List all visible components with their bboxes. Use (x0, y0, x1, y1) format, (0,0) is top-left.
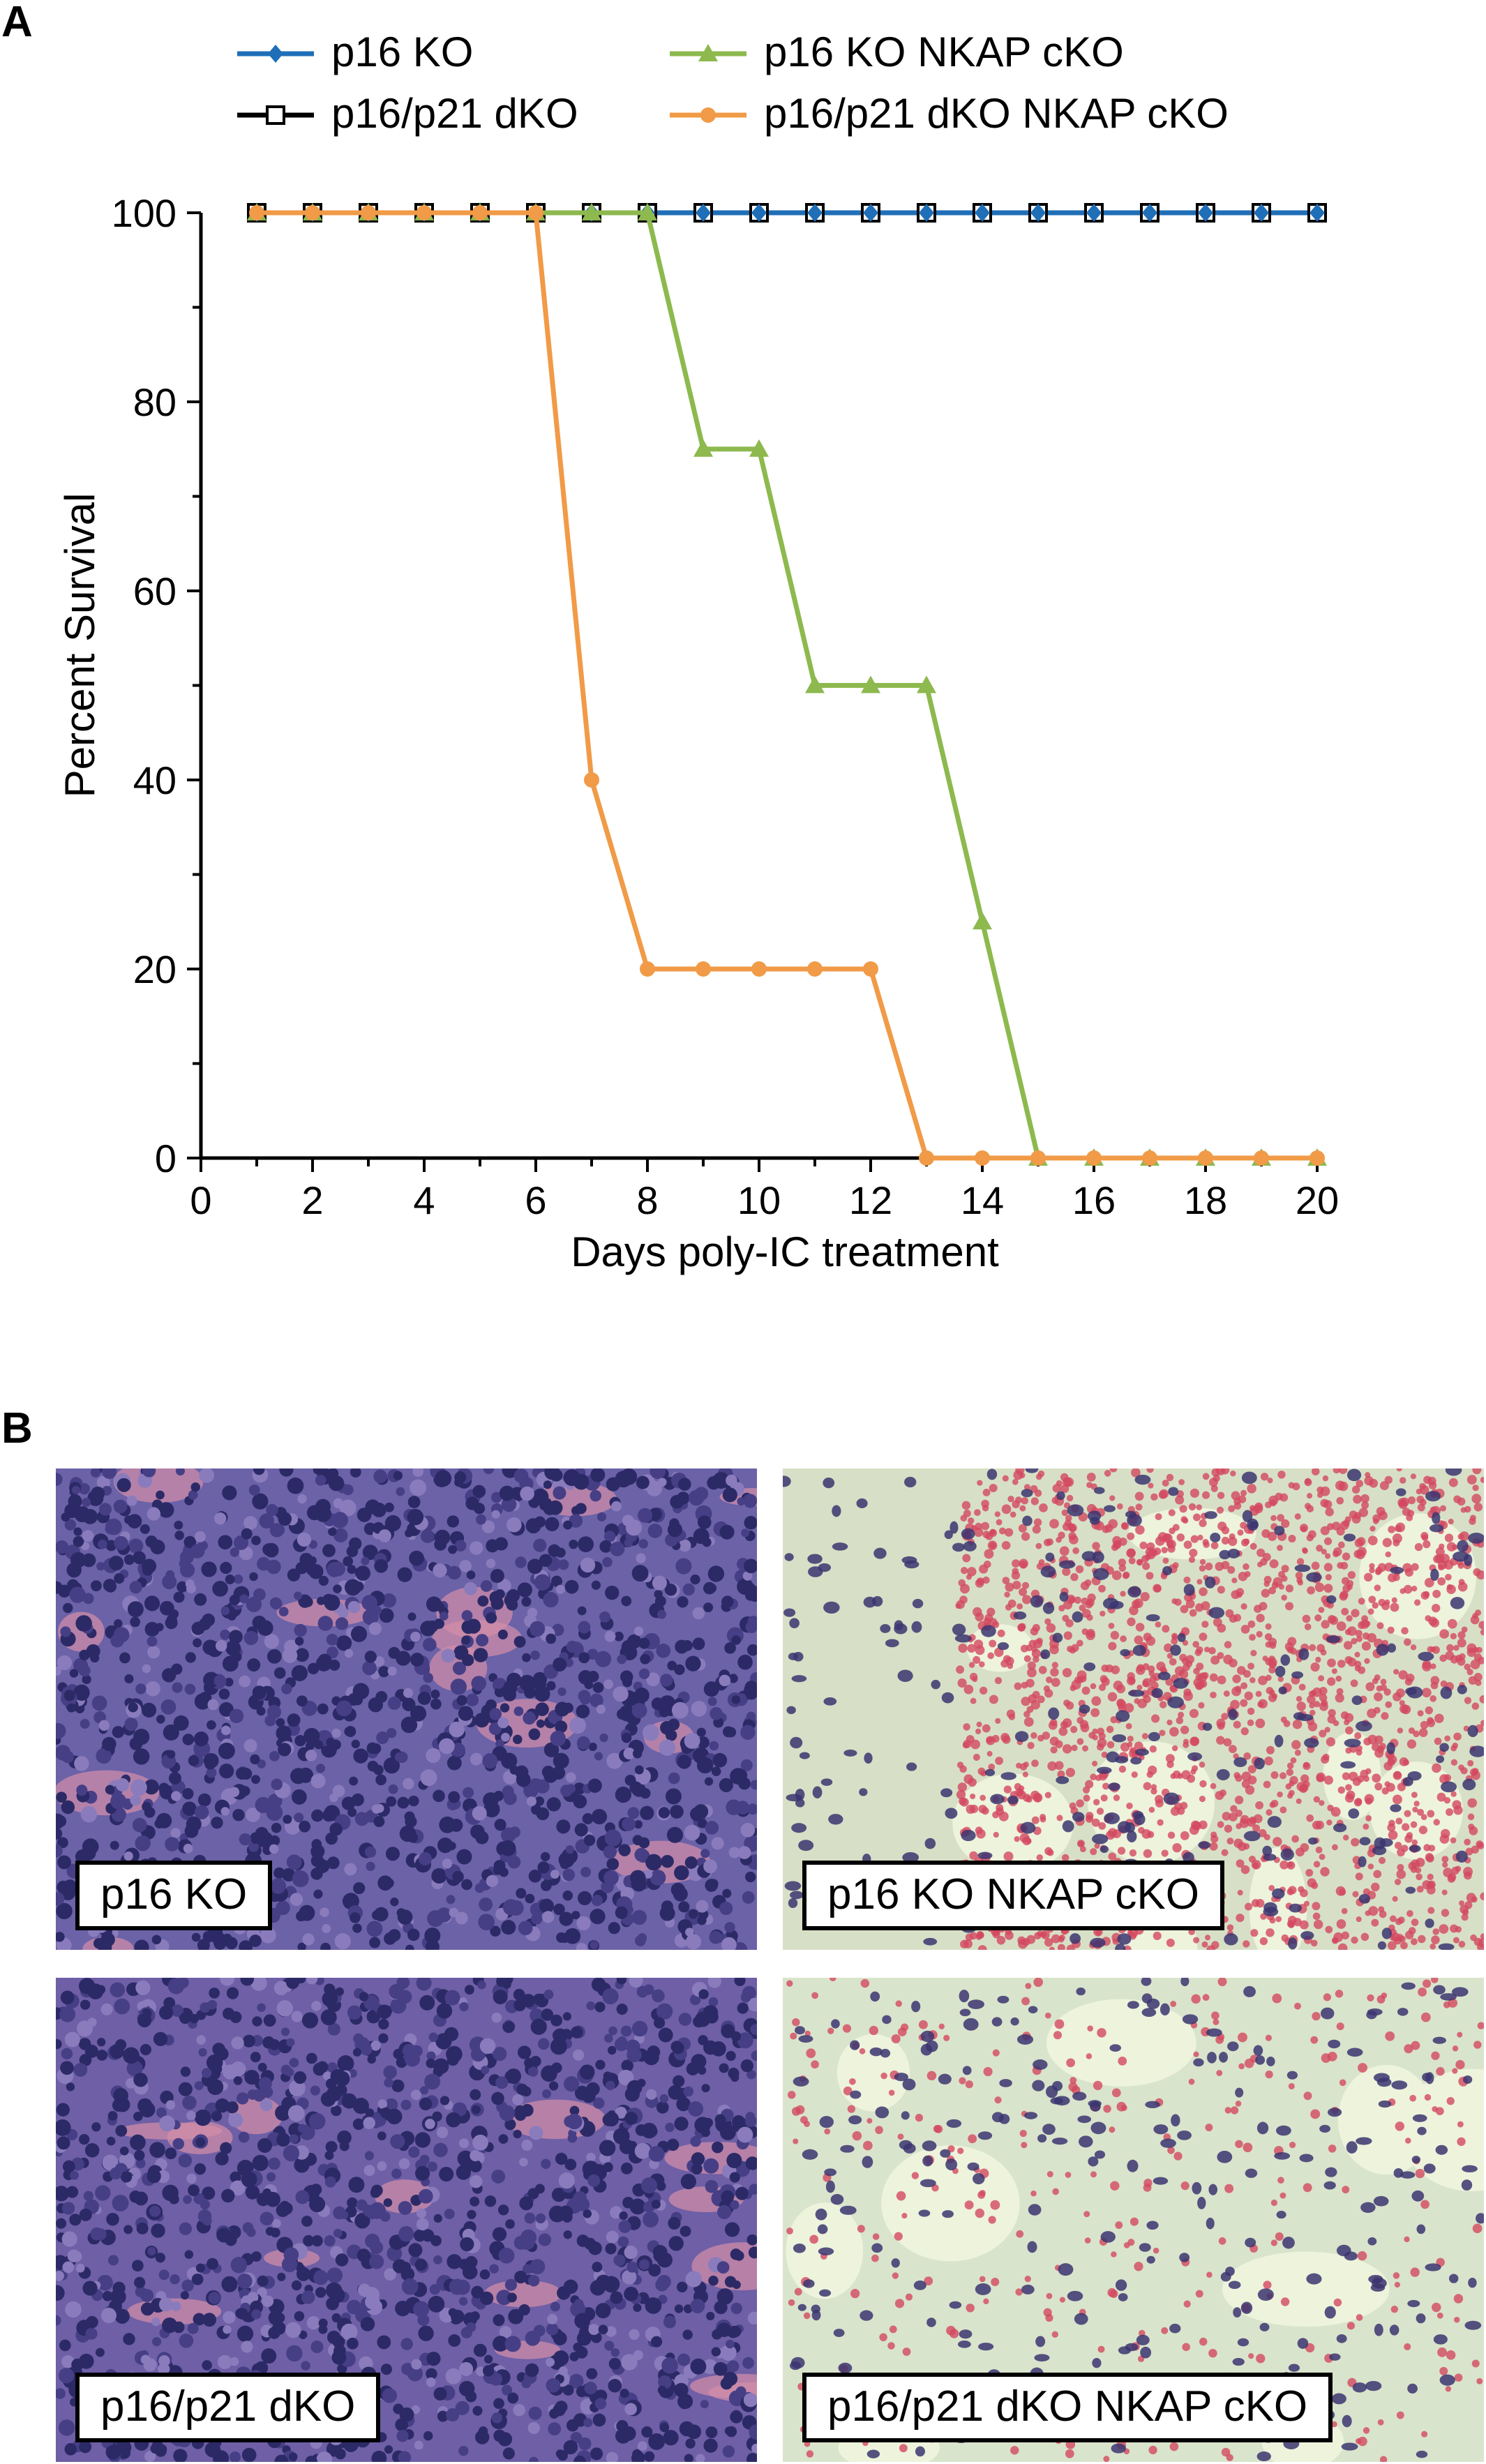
data-point (1309, 204, 1325, 222)
data-point (638, 203, 657, 220)
series-line (257, 210, 1317, 1161)
x-tick-label: 18 (1184, 1178, 1227, 1222)
x-tick-label: 14 (961, 1178, 1004, 1222)
legend-item: p16/p21 dKO (237, 90, 578, 137)
legend-label: p16/p21 dKO (331, 90, 578, 137)
x-tick-label: 0 (190, 1178, 211, 1222)
data-point (361, 205, 376, 220)
data-point (807, 204, 823, 222)
data-point (693, 439, 713, 457)
histology-label: p16/p21 dKO NKAP cKO (802, 2373, 1333, 2442)
y-tick-labels: 0 20 40 60 80 100 (112, 191, 177, 1180)
data-point (863, 961, 878, 977)
legend-label: p16 KO (331, 29, 473, 75)
legend-item: p16 KO NKAP cKO (670, 29, 1124, 75)
data-point (1086, 204, 1102, 222)
data-point (472, 205, 488, 220)
data-point (919, 1150, 934, 1166)
x-tick-label: 8 (636, 1178, 658, 1222)
x-tick-label: 16 (1072, 1178, 1116, 1222)
data-point (805, 675, 825, 693)
data-point (1198, 1150, 1213, 1166)
data-point (975, 1150, 990, 1166)
legend-item: p16/p21 dKO NKAP cKO (670, 90, 1229, 137)
y-tick-label: 20 (133, 947, 177, 991)
data-point (1142, 1150, 1157, 1166)
data-point (1086, 1150, 1102, 1166)
data-point (1254, 1150, 1269, 1166)
legend-item: p16 KO (237, 29, 473, 75)
histology-panel: p16/p21 dKO NKAP cKO (783, 1978, 1484, 2462)
x-axis-label: Days poly-IC treatment (571, 1229, 999, 1275)
histology-panel: p16 KO NKAP cKO (783, 1468, 1484, 1950)
data-point (1198, 204, 1213, 222)
panel-a-letter: A (1, 0, 33, 46)
x-tick-label: 6 (525, 1178, 546, 1222)
y-tick-label: 60 (133, 569, 177, 613)
panel-b-letter: B (1, 1404, 33, 1452)
data-point (749, 439, 769, 457)
data-point (1254, 204, 1269, 222)
data-point (751, 961, 767, 977)
data-point (416, 205, 432, 220)
histology-image (56, 1978, 757, 2462)
legend-marker (268, 45, 283, 63)
x-tick-label: 4 (413, 1178, 435, 1222)
series-line (257, 210, 1317, 1161)
data-point (640, 961, 655, 977)
histology-image (56, 1468, 757, 1950)
histology-label: p16 KO NKAP cKO (802, 1861, 1224, 1930)
x-tick-label: 10 (737, 1178, 781, 1222)
data-point (696, 204, 711, 222)
data-point (1142, 204, 1157, 222)
data-point (1030, 1150, 1046, 1166)
data-point (919, 204, 934, 222)
histology-label: p16/p21 dKO (75, 2373, 381, 2442)
x-tick-label: 12 (849, 1178, 892, 1222)
legend-marker (698, 44, 718, 61)
data-point (973, 912, 992, 930)
data-point (863, 204, 878, 222)
chart-series (247, 203, 1327, 1166)
survival-chart: p16 KO p16/p21 dKO p16 KO NKAP cKO p16/p21 … (57, 29, 1339, 1275)
data-point (305, 205, 320, 220)
data-point (249, 205, 264, 220)
legend-label: p16/p21 dKO NKAP cKO (764, 90, 1229, 137)
data-point (751, 204, 767, 222)
y-tick-label: 80 (133, 380, 177, 424)
data-point (861, 675, 880, 693)
chart-legend: p16 KO p16/p21 dKO p16 KO NKAP cKO p16/p21 … (237, 29, 1229, 137)
data-point (975, 204, 990, 222)
y-tick-label: 0 (155, 1136, 177, 1180)
data-point (807, 961, 823, 977)
histology-panel: p16 KO (56, 1468, 757, 1950)
data-point (584, 772, 599, 788)
data-point (696, 961, 711, 977)
x-tick-label: 2 (301, 1178, 323, 1222)
legend-marker (266, 105, 285, 125)
series-p16-p21-dko-nkap-cko (249, 205, 1325, 1166)
legend-label: p16 KO NKAP cKO (764, 29, 1124, 75)
histology-panel: p16/p21 dKO (56, 1978, 757, 2462)
data-point (1030, 204, 1046, 222)
y-axis-label: Percent Survival (57, 493, 103, 798)
data-point (582, 203, 601, 220)
data-point (917, 675, 936, 693)
chart-axes (187, 211, 1319, 1172)
legend-marker (700, 107, 716, 123)
x-tick-labels: 0 2 4 6 8 10 12 14 16 18 20 (190, 1178, 1339, 1222)
series-p16-ko-nkap-cko (247, 203, 1327, 1166)
y-tick-label: 100 (112, 191, 177, 235)
histology-label: p16 KO (75, 1861, 273, 1930)
data-point (1309, 1150, 1325, 1166)
x-tick-label: 20 (1296, 1178, 1339, 1222)
data-point (528, 205, 543, 220)
y-tick-label: 40 (133, 758, 177, 802)
